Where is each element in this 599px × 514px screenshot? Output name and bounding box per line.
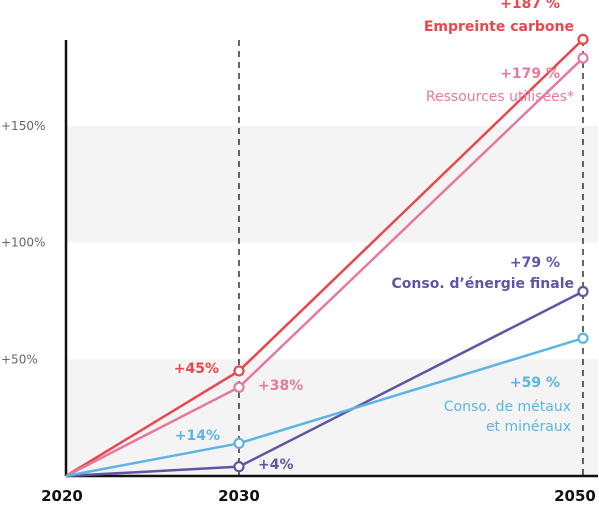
data-label-2030: +38% bbox=[258, 378, 303, 394]
y-tick-label: +100% bbox=[1, 236, 45, 250]
grid-bands bbox=[66, 125, 598, 476]
data-labels: +45% +187 % Empreinte carbone +38% +179 % Res… bbox=[174, 0, 574, 473]
data-label-2050: +179 % bbox=[500, 66, 560, 82]
data-point bbox=[233, 381, 245, 393]
y-tick-label: +150% bbox=[1, 119, 45, 133]
series-name-label: Conso. de métaux bbox=[444, 399, 571, 415]
series-name-label: et minéraux bbox=[486, 419, 571, 435]
data-point bbox=[577, 285, 589, 298]
data-label-2050: +59 % bbox=[510, 375, 560, 391]
data-label-2030: +4% bbox=[258, 457, 294, 473]
series-lines bbox=[65, 33, 589, 478]
data-point bbox=[233, 365, 245, 377]
grid-band-1 bbox=[66, 125, 598, 243]
series-name-label: Conso. d’énergie finale bbox=[392, 276, 574, 292]
data-label-2030: +45% bbox=[174, 361, 219, 377]
y-tick-label: +50% bbox=[1, 352, 38, 366]
series-name-label: Ressources utilisées* bbox=[426, 89, 574, 105]
data-label-2050: +79 % bbox=[510, 255, 560, 271]
y-axis-ticks: +50% +100% +150% bbox=[1, 119, 45, 367]
data-label-2030: +14% bbox=[175, 428, 220, 444]
x-tick-label: 2050 bbox=[554, 487, 596, 505]
data-point bbox=[577, 33, 589, 45]
grid-band-0 bbox=[66, 359, 598, 476]
data-point bbox=[233, 437, 245, 449]
x-axis-ticks: 2020 2030 2050 bbox=[41, 487, 596, 505]
data-point bbox=[233, 461, 245, 473]
data-point bbox=[577, 52, 589, 64]
data-label-2050: +187 % bbox=[500, 0, 560, 12]
series-name-label: Empreinte carbone bbox=[424, 19, 574, 35]
x-tick-label: 2020 bbox=[41, 487, 83, 505]
x-tick-label: 2030 bbox=[218, 487, 260, 505]
data-point bbox=[577, 332, 589, 344]
reference-lines bbox=[238, 40, 584, 476]
